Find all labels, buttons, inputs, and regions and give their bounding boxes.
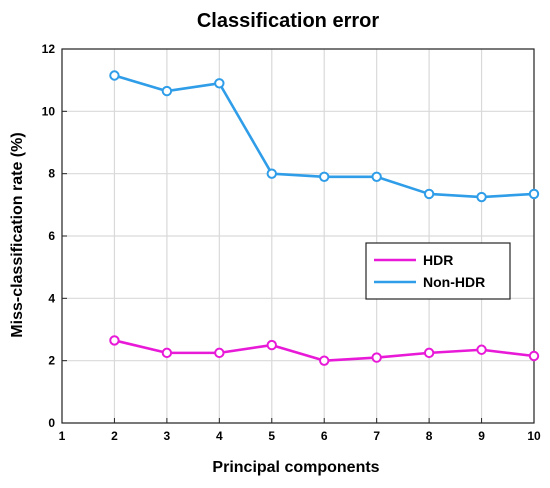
data-point-non-hdr (319, 171, 330, 182)
x-tick-label: 7 (373, 429, 380, 443)
y-tick-label: 4 (48, 291, 55, 305)
x-tick-label: 5 (268, 429, 275, 443)
data-point-non-hdr (476, 191, 487, 203)
data-point-non-hdr (161, 85, 173, 97)
data-point-non-hdr (109, 70, 120, 81)
data-point-hdr (161, 347, 173, 359)
x-tick-label: 1 (59, 429, 66, 443)
data-point-hdr (266, 339, 277, 351)
grid-lines (61, 48, 535, 424)
y-tick-label: 10 (42, 104, 56, 118)
data-point-hdr (371, 352, 382, 363)
y-tick-label: 6 (48, 229, 55, 243)
y-tick-label: 12 (42, 42, 56, 56)
data-point-non-hdr (214, 78, 225, 89)
x-tick-label: 3 (164, 429, 171, 443)
data-point-non-hdr (528, 188, 540, 200)
legend-label-hdr: HDR (423, 252, 453, 268)
y-axis-label: Miss-classification rate (%) (9, 132, 26, 337)
x-tick-label: 10 (527, 429, 541, 443)
legend-box (365, 242, 511, 300)
x-tick-label: 8 (426, 429, 433, 443)
data-point-hdr (528, 350, 540, 362)
y-tick-label: 2 (48, 354, 55, 368)
data-point-hdr (109, 335, 120, 346)
x-tick-label: 6 (321, 429, 328, 443)
legend: HDR Non-HDR (365, 242, 511, 300)
y-tick-label: 0 (48, 416, 55, 430)
series-hdr (109, 335, 540, 366)
y-tick-label: 8 (48, 167, 55, 181)
data-point-hdr (423, 347, 435, 359)
data-point-hdr (319, 355, 330, 366)
x-axis-label: Principal components (212, 459, 379, 476)
data-point-non-hdr (423, 188, 435, 200)
data-point-hdr (214, 347, 225, 359)
x-tick-label: 2 (111, 429, 118, 443)
data-series (109, 70, 540, 366)
chart-title: Classification error (197, 10, 380, 32)
data-point-hdr (476, 344, 487, 355)
series-non-hdr (109, 70, 540, 203)
x-tick-label: 9 (478, 429, 485, 443)
legend-label-non-hdr: Non-HDR (423, 274, 485, 290)
data-point-non-hdr (266, 168, 277, 179)
data-point-non-hdr (371, 171, 382, 182)
x-tick-label: 4 (216, 429, 223, 443)
